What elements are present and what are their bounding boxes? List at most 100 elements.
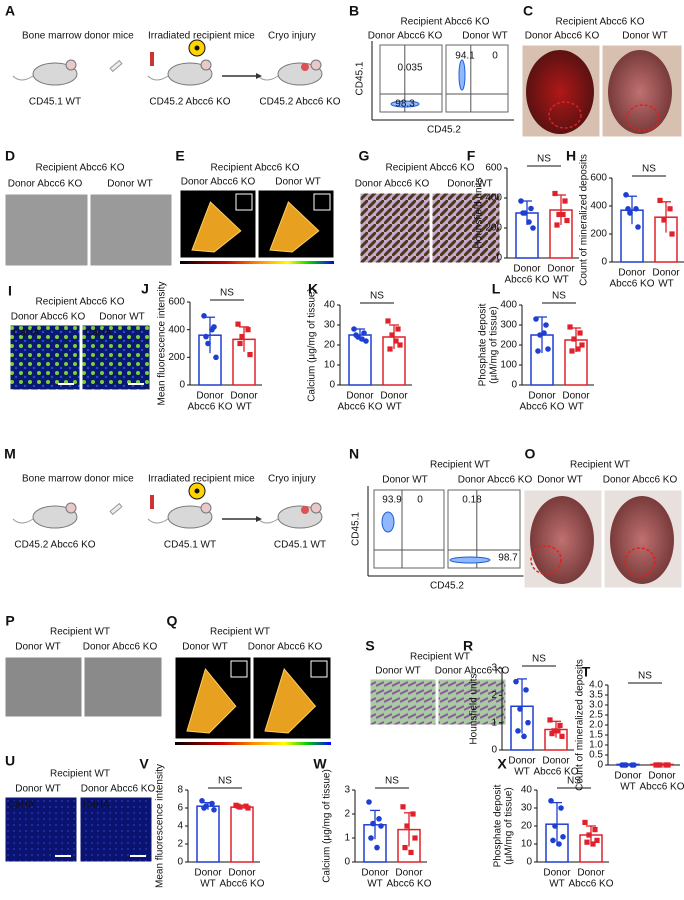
data-point — [569, 348, 575, 354]
mouse-tail — [147, 75, 169, 81]
panel-letter: O — [525, 446, 536, 462]
y-tick-label: 3.5 — [589, 690, 603, 701]
data-point — [577, 330, 583, 336]
y-tick-label: 3 — [491, 663, 497, 674]
data-point — [548, 798, 554, 804]
data-point — [575, 346, 581, 352]
data-point — [590, 841, 596, 847]
data-point — [560, 834, 566, 840]
mouse-body — [32, 505, 78, 529]
data-point — [412, 835, 418, 841]
gate-value: 0.035 — [397, 63, 422, 74]
x-tick-label: Abcc6 KO — [568, 879, 613, 890]
annotation: NS — [220, 288, 234, 299]
donor-label: Donor WT — [375, 666, 421, 677]
cell-cloud — [390, 100, 420, 108]
ct-image — [4, 656, 83, 718]
data-point — [351, 326, 357, 332]
heart — [610, 496, 674, 584]
x-tick-label: Donor — [577, 868, 605, 879]
y-tick-label: 0 — [526, 857, 532, 868]
data-point — [203, 333, 209, 340]
data-point — [594, 837, 600, 843]
data-point — [523, 687, 529, 693]
arrow-head — [256, 73, 262, 79]
y-tick-label: 8 — [177, 785, 183, 796]
y-axis-label: Count of mineralized deposits — [575, 659, 586, 791]
x-tick-label: Donor — [648, 771, 676, 782]
panel-title: Recipient WT — [430, 460, 490, 471]
y-tick-label: 1.0 — [589, 740, 603, 751]
y-tick-label: 300 — [500, 320, 517, 331]
data-point — [543, 322, 549, 328]
panel-letter: U — [5, 753, 15, 769]
y-tick-label: 400 — [500, 300, 517, 311]
y-tick-label: 10 — [324, 360, 336, 371]
data-point — [584, 839, 590, 845]
donor-label: Donor Abcc6 KO — [525, 31, 600, 42]
color-scale — [180, 261, 334, 264]
panel-letter: W — [313, 756, 327, 772]
y-tick-label: 200 — [485, 223, 502, 234]
y-tick-label: 40 — [521, 785, 533, 796]
y-tick-label: 0 — [491, 745, 497, 756]
arrow-head — [256, 516, 262, 522]
annotation: NS — [638, 671, 652, 682]
injury-circle — [626, 104, 660, 132]
gate-value: 0.18 — [462, 495, 482, 506]
x-tick-label: Donor — [395, 868, 423, 879]
fluorescence — [79, 796, 153, 863]
data-point — [556, 841, 562, 847]
inset — [313, 193, 331, 211]
data-point — [623, 192, 629, 198]
skeleton — [269, 201, 320, 253]
annotation: NS — [537, 154, 551, 165]
x-tick-label: WT — [553, 275, 569, 286]
panel-letter: T — [582, 664, 591, 680]
donor-label: Donor Abcc6 KO — [181, 177, 256, 188]
gate-value: 94.1 — [455, 51, 475, 62]
y-axis-label: Phosphate deposit — [493, 784, 504, 867]
data-point — [205, 340, 211, 347]
gate-value: 93.9 — [382, 495, 402, 506]
annotation: NS — [642, 164, 656, 175]
data-point — [368, 835, 374, 841]
y-tick-label: 6 — [177, 803, 183, 814]
data-point — [549, 731, 555, 737]
data-point — [408, 849, 414, 855]
data-point — [526, 219, 532, 225]
y-tick-label: 3 — [344, 785, 350, 796]
histology — [437, 678, 507, 726]
panel-letter: F — [467, 148, 476, 164]
axis-label: CD45.1 — [351, 512, 362, 546]
annotation: NS — [370, 291, 384, 302]
data-point — [530, 225, 536, 231]
data-point — [560, 211, 566, 218]
panel-title: Recipient WT — [50, 769, 110, 780]
panel-letter: H — [566, 148, 576, 164]
y-tick-label: 400 — [590, 201, 607, 212]
mouse-label: CD45.1 WT — [29, 97, 81, 108]
donor-label: Donor Abcc6 KO — [248, 642, 323, 653]
y-tick-label: 4.0 — [589, 680, 603, 691]
skeleton — [191, 201, 242, 253]
panel-letter: P — [5, 613, 14, 629]
data-point — [551, 728, 557, 734]
y-tick-label: 1.5 — [589, 730, 603, 741]
x-tick-label: Donor — [542, 756, 570, 767]
data-point — [237, 340, 243, 347]
cell-cloud — [449, 556, 491, 564]
heart-icon — [301, 63, 309, 71]
y-tick-label: 1 — [491, 717, 497, 728]
donor-label: Donor WT — [15, 642, 61, 653]
donor-label: Donor Abcc6 KO — [11, 312, 86, 323]
bar — [196, 805, 220, 863]
data-point — [633, 206, 639, 212]
y-tick-label: 600 — [590, 173, 607, 184]
data-point — [665, 762, 671, 768]
data-point — [239, 333, 245, 340]
data-point — [515, 728, 521, 734]
data-point — [387, 346, 393, 352]
donor-label: Donor WT — [537, 475, 583, 486]
y-axis-label: Calcium (µg/mg of tissue) — [322, 769, 333, 883]
